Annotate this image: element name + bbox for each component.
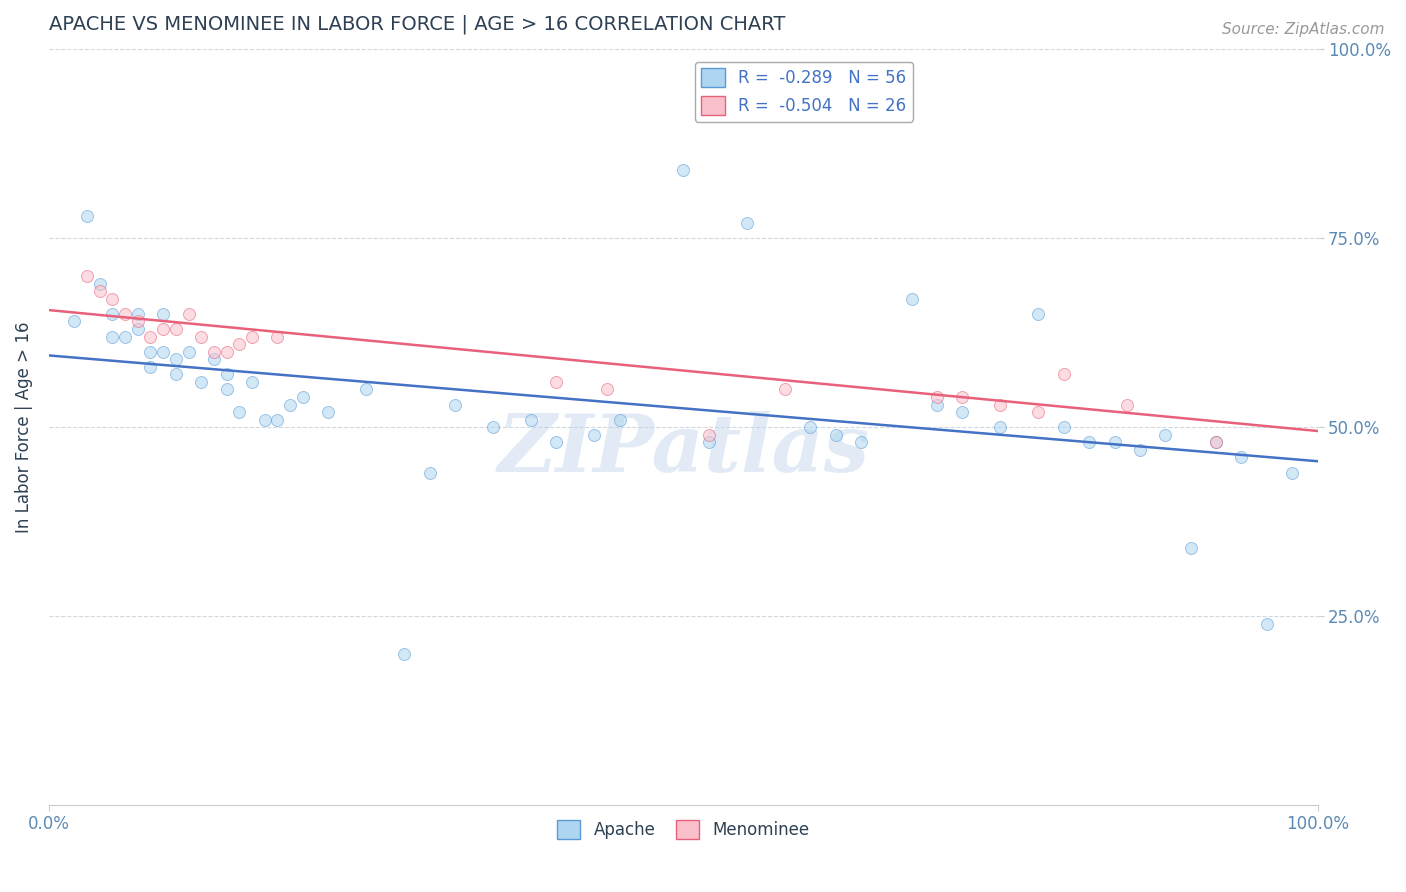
Point (177, 344, 200, 359)
Legend: Apache, Menominee: Apache, Menominee (550, 814, 815, 846)
Text: Source: ZipAtlas.com: Source: ZipAtlas.com (1222, 22, 1385, 37)
Point (127, 307, 149, 321)
Point (202, 344, 225, 359)
Point (152, 344, 174, 359)
Point (583, 427, 606, 442)
Point (152, 322, 174, 336)
Point (609, 412, 631, 426)
Point (824, 427, 846, 442)
Point (215, 383, 238, 397)
Point (1053, 368, 1076, 382)
Point (1180, 541, 1202, 555)
Point (546, 375, 568, 389)
Point (925, 390, 948, 404)
Text: ZIPatlas: ZIPatlas (498, 411, 869, 489)
Point (990, 398, 1012, 412)
Point (1154, 427, 1177, 442)
Point (63, 314, 86, 328)
Point (697, 435, 720, 450)
Point (190, 329, 212, 343)
Point (127, 322, 149, 336)
Point (101, 292, 124, 306)
Point (1205, 435, 1227, 450)
Point (316, 405, 339, 419)
Point (1256, 616, 1278, 631)
Point (1281, 466, 1303, 480)
Point (240, 329, 263, 343)
Point (215, 368, 238, 382)
Point (773, 383, 796, 397)
Point (546, 435, 568, 450)
Point (1028, 405, 1050, 419)
Point (444, 398, 467, 412)
Point (139, 359, 162, 374)
Point (114, 329, 136, 343)
Point (900, 292, 922, 306)
Point (735, 216, 758, 230)
Point (1230, 450, 1253, 465)
Point (291, 390, 314, 404)
Point (1028, 307, 1050, 321)
Point (101, 307, 124, 321)
Point (1116, 398, 1139, 412)
Point (1078, 435, 1101, 450)
Point (596, 383, 619, 397)
Point (240, 375, 263, 389)
Point (165, 352, 187, 367)
Point (266, 412, 288, 426)
Point (1104, 435, 1126, 450)
Point (950, 405, 973, 419)
Point (419, 466, 441, 480)
Point (266, 329, 288, 343)
Point (1053, 420, 1076, 434)
Point (190, 375, 212, 389)
Point (139, 329, 162, 343)
Point (165, 368, 187, 382)
Point (799, 420, 821, 434)
Point (202, 352, 225, 367)
Point (228, 405, 250, 419)
Y-axis label: In Labor Force | Age > 16: In Labor Force | Age > 16 (15, 321, 32, 533)
Point (139, 344, 162, 359)
Point (89, 284, 111, 298)
Point (76, 269, 98, 284)
Point (354, 383, 377, 397)
Point (228, 337, 250, 351)
Point (278, 398, 301, 412)
Point (697, 427, 720, 442)
Point (392, 647, 415, 661)
Point (1129, 442, 1152, 457)
Point (990, 420, 1012, 434)
Point (482, 420, 505, 434)
Point (177, 307, 200, 321)
Point (672, 163, 695, 178)
Point (215, 344, 238, 359)
Point (127, 314, 149, 328)
Point (76, 209, 98, 223)
Point (950, 390, 973, 404)
Point (114, 307, 136, 321)
Point (849, 435, 872, 450)
Point (1205, 435, 1227, 450)
Point (165, 322, 187, 336)
Point (89, 277, 111, 291)
Point (520, 412, 543, 426)
Text: APACHE VS MENOMINEE IN LABOR FORCE | AGE > 16 CORRELATION CHART: APACHE VS MENOMINEE IN LABOR FORCE | AGE… (49, 15, 786, 35)
Point (925, 398, 948, 412)
Point (152, 307, 174, 321)
Point (253, 412, 276, 426)
Point (101, 329, 124, 343)
